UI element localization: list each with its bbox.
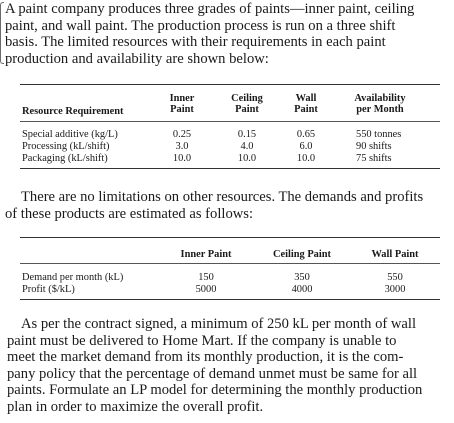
intro-line: paint, and wall paint. The production pr… [5, 17, 396, 34]
cell-value: 75 shifts [356, 153, 392, 164]
cell-value: 550 tonnes [356, 129, 402, 140]
col-header-availability: Availability per Month [354, 93, 406, 115]
left-bracket-mark [0, 2, 4, 64]
intro-line: A paint company produces three grades of… [5, 1, 415, 17]
col-header-resource: Resource Requirement [22, 106, 124, 117]
row-label: Packaging (kL/shift) [22, 153, 108, 164]
middle-paragraph: There are no limitations on other resour… [5, 189, 445, 222]
intro-line: production and availability are shown be… [5, 50, 269, 67]
intro-line: basis. The limited resources with their … [5, 34, 386, 51]
cell-value: 10.0 [296, 153, 316, 164]
cell-value: 0.25 [172, 129, 192, 140]
final-paragraph: As per the contract signed, a minimum of… [7, 316, 450, 416]
col-header-wall: Wall Paint [371, 249, 419, 260]
row-label: Demand per month (kL) [22, 272, 124, 283]
middle-line: There are no limitations on other resour… [21, 189, 424, 205]
cell-value: 10.0 [237, 153, 257, 164]
cell-value: 4000 [291, 284, 313, 295]
cell-value: 550 [387, 272, 403, 283]
table-rule [20, 168, 440, 169]
cell-value: 4.0 [240, 141, 254, 152]
cell-value: 3000 [384, 284, 406, 295]
col-header-inner: Inner Paint [180, 249, 232, 260]
table-rule [20, 237, 440, 238]
row-label: Profit ($/kL) [22, 284, 75, 295]
col-header-inner: Inner Paint [169, 93, 195, 115]
cell-value: 6.0 [299, 141, 313, 152]
cell-value: 10.0 [172, 153, 192, 164]
cell-value: 350 [294, 272, 310, 283]
cell-value: 5000 [195, 284, 217, 295]
cell-value: 0.65 [296, 129, 316, 140]
final-line: plan in order to maximize the overall pr… [7, 398, 264, 415]
cell-value: 0.15 [237, 129, 257, 140]
row-label: Special additive (kg/L) [22, 129, 118, 140]
middle-line: of these products are estimated as follo… [5, 205, 254, 222]
final-line: pany policy that the percentage of deman… [7, 365, 418, 382]
table-rule [20, 263, 440, 264]
cell-value: 90 shifts [356, 141, 392, 152]
cell-value: 3.0 [175, 141, 189, 152]
row-label: Processing (kL/shift) [22, 141, 110, 152]
table-rule [20, 121, 440, 122]
col-header-wall: Wall Paint [294, 93, 318, 115]
final-line: paint must be delivered to Home Mart. If… [7, 332, 397, 349]
final-line: As per the contract signed, a minimum of… [21, 316, 417, 332]
intro-paragraph: A paint company produces three grades of… [5, 1, 451, 67]
col-header-ceiling: Ceiling Paint [231, 93, 263, 115]
cell-value: 150 [198, 272, 214, 283]
table-rule [20, 299, 440, 300]
col-header-ceiling: Ceiling Paint [272, 249, 332, 260]
table-rule [20, 84, 440, 85]
final-line: meet the market demand from its monthly … [7, 349, 404, 366]
final-line: paints. Formulate an LP model for determ… [7, 382, 423, 399]
